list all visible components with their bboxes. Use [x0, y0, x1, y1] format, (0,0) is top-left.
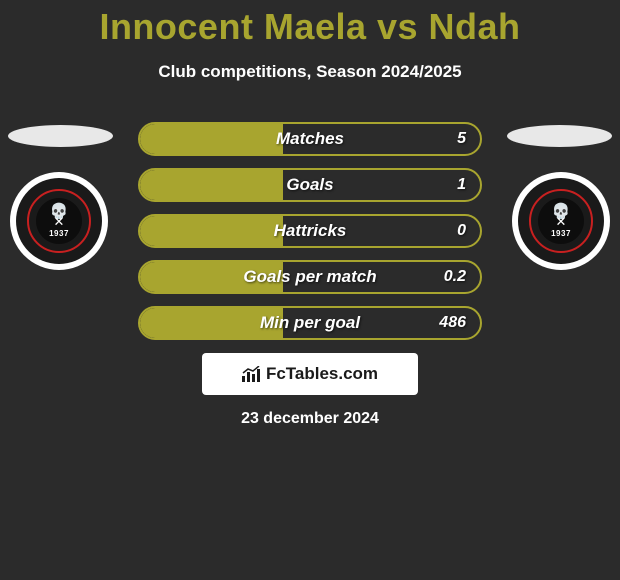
stat-fill [140, 170, 283, 200]
stat-value: 486 [439, 314, 466, 332]
stat-value: 0.2 [444, 268, 466, 286]
player-right-base-ellipse [507, 125, 612, 147]
stat-label: Goals [286, 175, 333, 195]
stat-row: Goals 1 [138, 168, 482, 202]
crossbones-icon: ✕ [54, 217, 65, 226]
stat-row: Matches 5 [138, 122, 482, 156]
crest-inner: 💀 ✕ 1937 [518, 178, 604, 264]
stat-row: Min per goal 486 [138, 306, 482, 340]
crest-core: 💀 ✕ 1937 [36, 198, 82, 244]
stat-value: 5 [457, 130, 466, 148]
stat-label: Hattricks [274, 221, 347, 241]
brand-chart-icon [242, 366, 262, 382]
stats-container: Matches 5 Goals 1 Hattricks 0 Goals per match 0… [138, 122, 482, 352]
crest-year: 1937 [49, 229, 69, 238]
brand-text: FcTables.com [266, 364, 378, 384]
stat-value: 1 [457, 176, 466, 194]
team-crest-left: 💀 ✕ 1937 [10, 172, 108, 270]
stat-fill [140, 216, 283, 246]
stat-label: Goals per match [243, 267, 376, 287]
crest-year: 1937 [551, 229, 571, 238]
stat-label: Min per goal [260, 313, 360, 333]
stat-row: Goals per match 0.2 [138, 260, 482, 294]
player-left-base-ellipse [8, 125, 113, 147]
stat-row: Hattricks 0 [138, 214, 482, 248]
date-label: 23 december 2024 [241, 410, 379, 428]
crest-inner: 💀 ✕ 1937 [16, 178, 102, 264]
stat-label: Matches [276, 129, 344, 149]
stat-fill [140, 124, 283, 154]
brand-box: FcTables.com [202, 353, 418, 395]
crossbones-icon: ✕ [556, 217, 567, 226]
stat-value: 0 [457, 222, 466, 240]
page-title: Innocent Maela vs Ndah [0, 0, 620, 48]
crest-core: 💀 ✕ 1937 [538, 198, 584, 244]
team-crest-right: 💀 ✕ 1937 [512, 172, 610, 270]
page-subtitle: Club competitions, Season 2024/2025 [0, 62, 620, 82]
